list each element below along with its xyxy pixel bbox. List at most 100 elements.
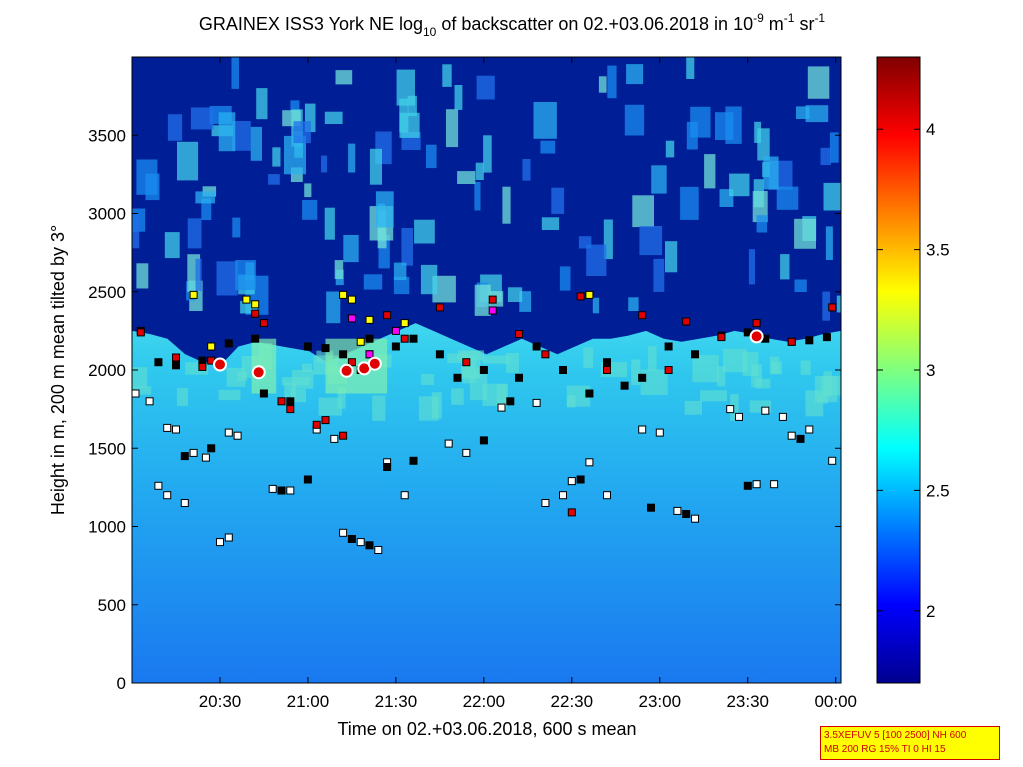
layer-marker [374, 546, 383, 554]
cloud-base-marker [367, 356, 382, 371]
cloud-patch [321, 155, 328, 173]
aerosol-patch [640, 369, 668, 395]
layer-marker [330, 434, 339, 443]
cloud-patch [823, 182, 841, 211]
layer-marker [585, 458, 594, 467]
cloud-patch [290, 100, 300, 112]
layer-marker [409, 334, 418, 343]
aerosol-patch [800, 360, 811, 375]
aerosol-patch [421, 374, 435, 385]
cloud-patch [426, 144, 437, 169]
cloud-patch [476, 75, 495, 100]
cloud-patch [794, 279, 807, 292]
layer-marker [365, 541, 374, 550]
x-tick-label: 22:00 [463, 692, 506, 711]
cloud-base-marker [749, 329, 764, 344]
layer-marker [251, 309, 260, 318]
layer-marker [409, 456, 418, 465]
cloud-patch [145, 173, 160, 201]
x-tick-label: 00:00 [814, 692, 857, 711]
cloud-patch [432, 275, 456, 303]
cloud-patch [502, 186, 511, 224]
layer-marker [515, 373, 523, 382]
layer-marker [224, 428, 233, 437]
cloud-patch [324, 111, 343, 124]
cloud-patch [592, 297, 600, 314]
chart-title: GRAINEX ISS3 York NE log10 of backscatte… [199, 11, 826, 39]
cloud-patch [805, 105, 829, 123]
cloud-patch [748, 249, 755, 285]
layer-marker [506, 397, 515, 406]
cloud-patch [540, 140, 556, 154]
layer-marker [391, 326, 400, 335]
layer-marker [277, 486, 286, 495]
layer-marker [805, 425, 814, 434]
cloud-patch [686, 57, 695, 79]
aerosol-patch [418, 396, 439, 421]
layer-marker [435, 303, 444, 312]
layer-marker [479, 436, 488, 445]
layer-marker [163, 423, 172, 432]
cloud-patch [454, 85, 463, 110]
layer-marker [559, 366, 567, 374]
x-tick-label: 21:00 [287, 692, 330, 711]
cloud-patch [483, 135, 492, 173]
cloud-patch [414, 219, 435, 244]
x-axis: 20:30 21:00 21:30 22:00 22:30 23:00 23:30 00:00 [199, 57, 857, 711]
aerosol-patch [218, 389, 241, 401]
aerosol-patch [755, 378, 771, 389]
layer-marker [787, 337, 796, 346]
layer-marker [145, 397, 154, 406]
layer-marker [207, 444, 216, 453]
cloud-patch [607, 65, 617, 99]
high-backscatter-zone [251, 338, 277, 394]
layer-marker [286, 405, 295, 414]
cloud-patch [457, 171, 476, 184]
layer-marker [435, 350, 444, 359]
cloud-patch [407, 95, 417, 117]
cloud-patch [396, 69, 415, 106]
cloud-patch [729, 173, 750, 197]
layer-marker [259, 389, 268, 398]
layer-marker [805, 336, 814, 345]
cloud-patch [776, 186, 799, 210]
layer-marker [638, 425, 647, 434]
cloud-patch [335, 70, 353, 85]
layer-marker [136, 328, 145, 337]
layer-marker [312, 420, 321, 429]
cloud-patch [393, 262, 407, 281]
layer-marker [541, 350, 550, 359]
cloud-patch [324, 207, 335, 240]
cloud-patch [232, 217, 241, 238]
layer-marker [462, 448, 471, 457]
layer-marker [532, 342, 541, 351]
cloud-patch [375, 191, 394, 228]
aerosol-patch [282, 377, 310, 386]
layer-marker [391, 342, 400, 351]
x-tick-label: 22:30 [551, 692, 594, 711]
cloud-patch [268, 174, 280, 185]
cloud-patch [475, 162, 484, 180]
cloud-patch [201, 198, 212, 220]
cloud-patch [401, 228, 413, 266]
layer-marker [682, 317, 691, 326]
layer-marker [251, 334, 260, 343]
layer-marker [796, 434, 805, 443]
layer-marker [233, 431, 242, 440]
layer-marker [752, 319, 761, 328]
aerosol-patch [451, 388, 464, 405]
layer-markers [132, 290, 837, 554]
cloud-patch [522, 159, 531, 181]
cloud-patch [304, 103, 316, 133]
layer-marker [717, 333, 726, 342]
cloud-patch [665, 140, 675, 158]
cloud-patch [624, 104, 645, 136]
cloud-patch [474, 181, 481, 211]
layer-marker [541, 499, 550, 507]
cloud-patch [304, 183, 312, 198]
layer-marker [664, 366, 673, 374]
layer-marker [726, 405, 735, 414]
title-unit-m: m [764, 14, 784, 34]
layer-marker [163, 491, 172, 500]
